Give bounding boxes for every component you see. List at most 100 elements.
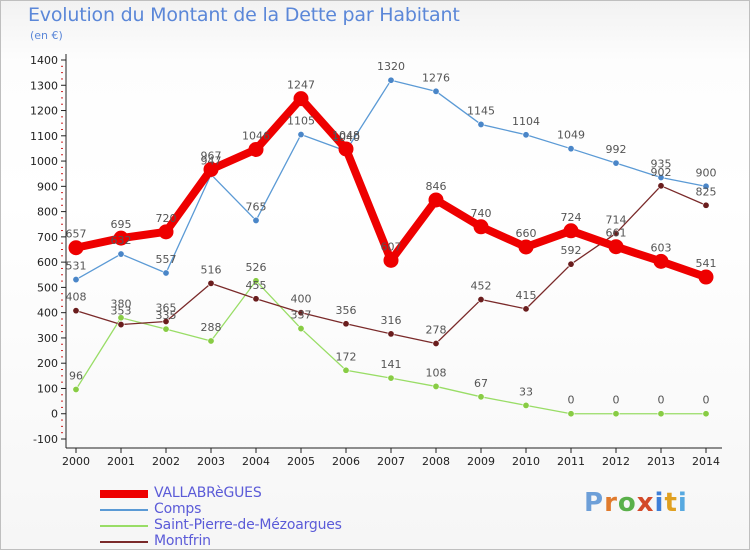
- data-label: 935: [651, 157, 672, 170]
- data-point: [698, 269, 714, 285]
- data-label: 541: [696, 257, 717, 270]
- data-point: [252, 277, 260, 285]
- data-label: 1320: [377, 60, 405, 73]
- data-label: 288: [201, 321, 222, 334]
- data-label: 947: [201, 154, 222, 167]
- data-label: 335: [156, 309, 177, 322]
- x-tick-label: 2005: [287, 455, 315, 468]
- data-label: 992: [606, 143, 627, 156]
- data-label: 1046: [242, 129, 270, 142]
- x-tick-label: 2002: [152, 455, 180, 468]
- data-point: [342, 320, 350, 328]
- x-tick-label: 2012: [602, 455, 630, 468]
- data-point: [117, 314, 125, 322]
- data-point: [113, 230, 129, 246]
- data-point: [207, 337, 215, 345]
- data-point: [297, 309, 305, 317]
- data-point: [432, 87, 440, 95]
- logo-letter: r: [604, 488, 618, 518]
- data-label: 0: [703, 394, 710, 407]
- legend-label: Montfrin: [154, 533, 211, 549]
- data-point: [72, 276, 80, 284]
- data-label: 96: [69, 369, 83, 382]
- data-point: [117, 321, 125, 329]
- data-point: [158, 224, 174, 240]
- x-tick-label: 2010: [512, 455, 540, 468]
- data-point: [342, 366, 350, 374]
- data-point: [567, 260, 575, 268]
- y-tick-label: 1300: [30, 79, 58, 92]
- data-point: [702, 410, 710, 418]
- x-tick-label: 2000: [62, 455, 90, 468]
- data-label: 365: [156, 302, 177, 315]
- data-point: [383, 252, 399, 268]
- data-label: 825: [696, 185, 717, 198]
- data-label: 141: [381, 358, 402, 371]
- x-tick-label: 2001: [107, 455, 135, 468]
- data-label: 531: [66, 260, 87, 273]
- data-point: [68, 240, 84, 256]
- legend-label: Saint-Pierre-de-Mézoargues: [154, 517, 342, 533]
- y-tick-label: 1000: [30, 155, 58, 168]
- data-label: 172: [336, 350, 357, 363]
- data-point: [612, 159, 620, 167]
- data-point: [657, 173, 665, 181]
- data-point: [432, 339, 440, 347]
- y-tick-label: 0: [51, 408, 58, 421]
- data-point: [293, 91, 309, 107]
- data-label: 408: [66, 291, 87, 304]
- data-point: [162, 318, 170, 326]
- data-label: 1049: [557, 129, 585, 142]
- data-label: 452: [471, 280, 492, 293]
- x-tick-label: 2013: [647, 455, 675, 468]
- data-point: [117, 250, 125, 258]
- data-label: 632: [111, 234, 132, 247]
- data-point: [252, 295, 260, 303]
- series-0: [68, 91, 714, 285]
- legend-label: Comps: [154, 501, 202, 517]
- data-label: 400: [291, 293, 312, 306]
- data-label: 526: [246, 261, 267, 274]
- y-tick-label: 300: [37, 332, 58, 345]
- data-label: 108: [426, 366, 447, 379]
- data-point: [702, 182, 710, 190]
- data-point: [162, 325, 170, 333]
- data-label: 661: [606, 227, 627, 240]
- data-point: [203, 161, 219, 177]
- data-point: [477, 120, 485, 128]
- data-label: 695: [111, 218, 132, 231]
- logo-letter: x: [636, 488, 655, 518]
- x-tick-label: 2011: [557, 455, 585, 468]
- x-tick-label: 2003: [197, 455, 225, 468]
- data-point: [522, 401, 530, 409]
- logo-letter: P: [584, 488, 605, 518]
- data-point: [162, 269, 170, 277]
- logo-letter: t: [664, 488, 678, 518]
- data-point: [387, 76, 395, 84]
- y-tick-label: -100: [33, 433, 58, 446]
- x-tick-label: 2007: [377, 455, 405, 468]
- data-label: 353: [111, 305, 132, 318]
- data-label: 660: [516, 227, 537, 240]
- data-label: 516: [201, 263, 222, 276]
- series-2: [72, 277, 710, 418]
- data-point: [297, 131, 305, 139]
- data-point: [567, 145, 575, 153]
- data-label: 900: [696, 166, 717, 179]
- data-label: 337: [291, 309, 312, 322]
- data-point: [567, 410, 575, 418]
- y-tick-label: 100: [37, 382, 58, 395]
- logo-letter: o: [617, 488, 637, 518]
- data-label: 415: [516, 289, 537, 302]
- data-point: [248, 141, 264, 157]
- x-tick-label: 2008: [422, 455, 450, 468]
- data-label: 1105: [287, 115, 315, 128]
- data-point: [608, 239, 624, 255]
- data-label: 0: [613, 394, 620, 407]
- legend-swatch: [100, 525, 148, 527]
- data-label: 380: [111, 298, 132, 311]
- logo-letter: i: [677, 488, 688, 518]
- data-label: 557: [156, 253, 177, 266]
